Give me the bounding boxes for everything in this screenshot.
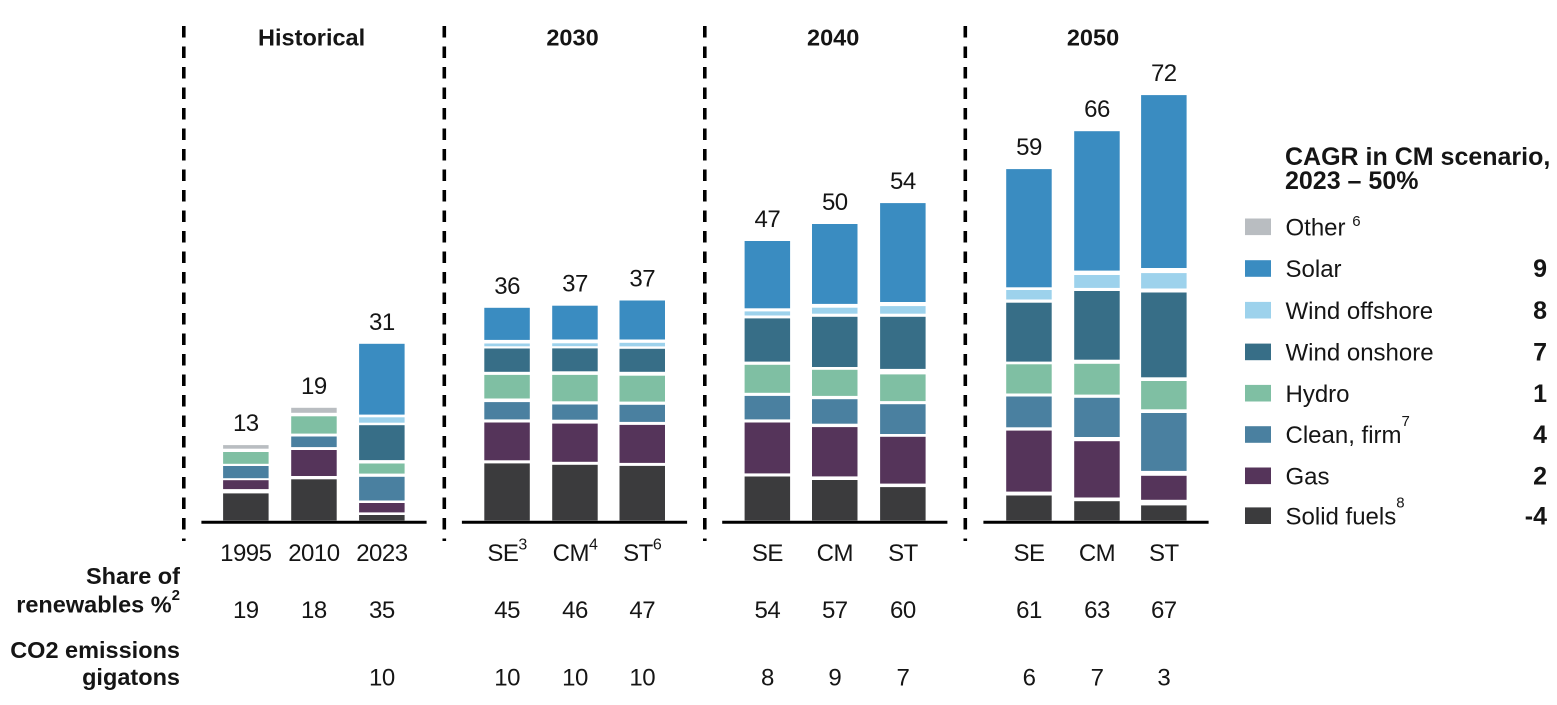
svg-text:2040: 2040 bbox=[807, 25, 859, 51]
svg-text:7: 7 bbox=[896, 665, 909, 692]
svg-text:CM: CM bbox=[817, 540, 853, 567]
svg-text:9: 9 bbox=[1533, 255, 1547, 283]
svg-text:Solar: Solar bbox=[1286, 256, 1342, 283]
svg-text:1: 1 bbox=[1533, 380, 1547, 408]
svg-text:7: 7 bbox=[1091, 665, 1104, 692]
svg-text:1995: 1995 bbox=[220, 540, 272, 567]
svg-text:19: 19 bbox=[233, 597, 259, 624]
svg-text:2023 – 50%: 2023 – 50% bbox=[1285, 167, 1418, 195]
svg-text:Historical: Historical bbox=[258, 25, 365, 51]
svg-text:47: 47 bbox=[629, 597, 655, 624]
svg-text:8: 8 bbox=[1533, 297, 1547, 325]
svg-text:10: 10 bbox=[629, 665, 655, 692]
svg-text:ST: ST bbox=[888, 540, 919, 567]
svg-text:Hydro: Hydro bbox=[1286, 381, 1350, 408]
svg-text:47: 47 bbox=[755, 206, 781, 233]
svg-text:Share of: Share of bbox=[86, 563, 180, 589]
svg-text:54: 54 bbox=[890, 168, 916, 195]
svg-text:59: 59 bbox=[1016, 134, 1042, 161]
svg-text:2: 2 bbox=[1533, 463, 1547, 491]
svg-text:Other 6: Other 6 bbox=[1286, 213, 1361, 242]
svg-text:37: 37 bbox=[562, 271, 588, 298]
svg-text:66: 66 bbox=[1084, 96, 1110, 123]
svg-text:CO2 emissions: CO2 emissions bbox=[10, 637, 180, 663]
svg-text:60: 60 bbox=[890, 597, 916, 624]
svg-text:50: 50 bbox=[822, 189, 848, 216]
svg-text:57: 57 bbox=[822, 597, 848, 624]
svg-text:7: 7 bbox=[1533, 339, 1547, 367]
svg-text:9: 9 bbox=[828, 665, 841, 692]
svg-text:-4: -4 bbox=[1525, 502, 1547, 530]
svg-text:6: 6 bbox=[1023, 665, 1036, 692]
svg-text:3: 3 bbox=[1157, 665, 1170, 692]
svg-text:2030: 2030 bbox=[546, 25, 598, 51]
svg-text:19: 19 bbox=[301, 373, 327, 400]
svg-text:10: 10 bbox=[494, 665, 520, 692]
svg-text:CAGR in CM scenario,: CAGR in CM scenario, bbox=[1285, 143, 1550, 171]
svg-text:10: 10 bbox=[562, 665, 588, 692]
svg-text:46: 46 bbox=[562, 597, 588, 624]
svg-text:18: 18 bbox=[301, 597, 327, 624]
svg-text:54: 54 bbox=[755, 597, 781, 624]
svg-text:SE: SE bbox=[1013, 540, 1044, 567]
svg-text:10: 10 bbox=[369, 665, 395, 692]
svg-text:renewables %2: renewables %2 bbox=[16, 587, 180, 618]
svg-text:gigatons: gigatons bbox=[82, 664, 180, 690]
svg-text:37: 37 bbox=[629, 266, 655, 293]
svg-text:67: 67 bbox=[1151, 597, 1177, 624]
svg-text:72: 72 bbox=[1151, 60, 1177, 87]
svg-text:Gas: Gas bbox=[1286, 464, 1330, 491]
svg-text:SE: SE bbox=[752, 540, 783, 567]
svg-text:Wind onshore: Wind onshore bbox=[1286, 340, 1434, 367]
svg-text:36: 36 bbox=[494, 273, 520, 300]
svg-text:63: 63 bbox=[1084, 597, 1110, 624]
svg-text:Wind offshore: Wind offshore bbox=[1286, 298, 1434, 325]
svg-text:61: 61 bbox=[1016, 597, 1042, 624]
svg-text:31: 31 bbox=[369, 309, 395, 336]
svg-text:45: 45 bbox=[494, 597, 520, 624]
svg-text:2010: 2010 bbox=[288, 540, 340, 567]
svg-text:ST: ST bbox=[1149, 540, 1180, 567]
svg-text:35: 35 bbox=[369, 597, 395, 624]
svg-text:CM: CM bbox=[1079, 540, 1115, 567]
svg-text:13: 13 bbox=[233, 410, 259, 437]
svg-text:2023: 2023 bbox=[356, 540, 408, 567]
svg-text:4: 4 bbox=[1533, 421, 1547, 449]
svg-text:2050: 2050 bbox=[1067, 25, 1119, 51]
svg-text:8: 8 bbox=[761, 665, 774, 692]
